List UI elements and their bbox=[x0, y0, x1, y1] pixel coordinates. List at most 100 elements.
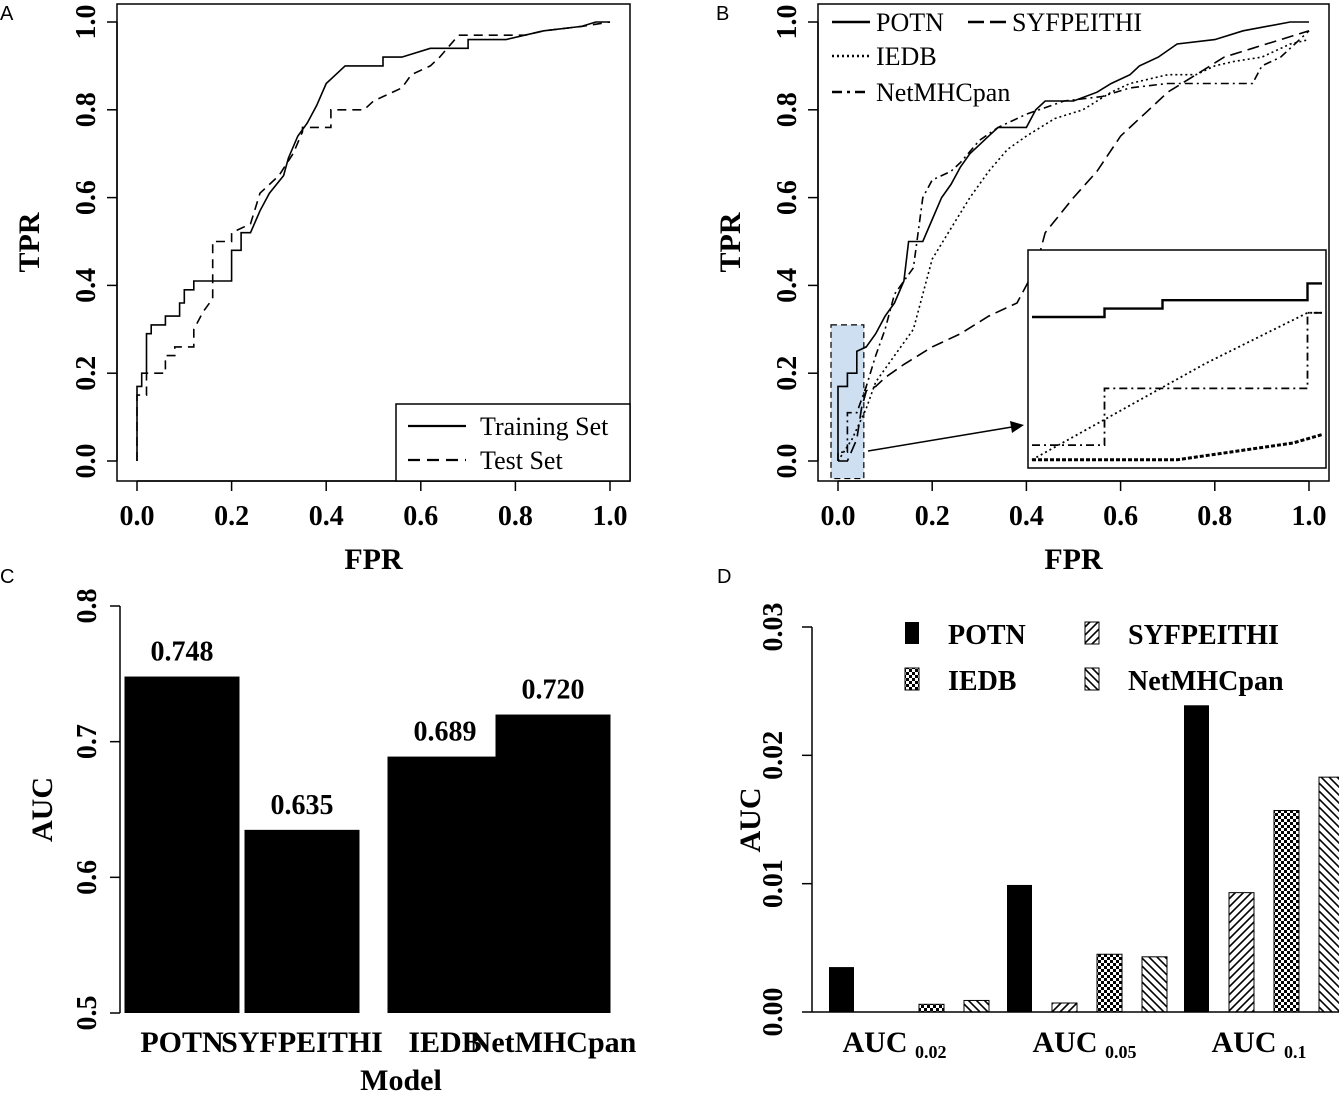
x-tick-label: 0.6 bbox=[403, 501, 438, 532]
x-category-subscript: 0.02 bbox=[915, 1042, 947, 1062]
bar-value-label: 0.720 bbox=[522, 675, 585, 706]
panel-letter-a: A bbox=[0, 3, 14, 25]
legend-label: NetMHCpan bbox=[876, 78, 1010, 107]
bar-syfpeithi bbox=[244, 829, 360, 1013]
bar-syfpeithi bbox=[1051, 1002, 1078, 1013]
legend-swatch-syfpeithi bbox=[1084, 621, 1100, 645]
panel-d-bar-chart: 0.00 0.01 0.02 0.03 AUC AUC 0.02 AUC 0.05 AUC 0.1 P… bbox=[734, 603, 1339, 1062]
panel-a-roc-chart: 0.0 0.2 0.4 0.6 0.8 1.0 0.0 0.2 0.4 0.6 0.8 1.0 FPR T… bbox=[13, 3, 631, 576]
legend-swatch-iedb bbox=[904, 667, 920, 691]
x-tick-label: 0.8 bbox=[498, 501, 533, 532]
x-category-label: AUC bbox=[843, 1026, 908, 1059]
legend-label: IEDB bbox=[948, 666, 1016, 697]
y-tick-label: 0.7 bbox=[72, 724, 103, 759]
x-tick-label: 1.0 bbox=[593, 501, 628, 532]
y-axis-title: TPR bbox=[13, 212, 46, 272]
bar-value-label: 0.635 bbox=[271, 790, 334, 821]
x-tick-label: 0.0 bbox=[821, 501, 856, 532]
bar-potn bbox=[829, 967, 854, 1012]
y-tick-label: 0.03 bbox=[758, 603, 789, 652]
panel-b-roc-chart: 0.0 0.2 0.4 0.6 0.8 1.0 0.0 0.2 0.4 0.6 0.8 1.0 FPR T… bbox=[714, 3, 1330, 576]
zoom-region-box bbox=[830, 324, 865, 480]
legend-box bbox=[395, 403, 631, 482]
zoom-curve-iedb bbox=[837, 407, 868, 462]
inset-curve-potn bbox=[1032, 282, 1322, 319]
bar-netmhcpan bbox=[1318, 776, 1339, 1013]
bar-iedb bbox=[1273, 810, 1300, 1013]
x-category-subscript: 0.1 bbox=[1284, 1042, 1307, 1062]
y-tick-label: 0.01 bbox=[758, 859, 789, 908]
panel-c-bar-chart: 0.5 0.6 0.7 0.8 AUC 0.748 POTN 0.635 SYFPEITHI 0.… bbox=[26, 589, 637, 1093]
y-tick-label: 0.8 bbox=[72, 589, 103, 624]
bar-potn bbox=[1184, 705, 1209, 1012]
panel-letter-d: D bbox=[717, 566, 731, 588]
y-tick-label: 0.4 bbox=[71, 268, 102, 303]
bar-netmhcpan bbox=[495, 714, 611, 1013]
legend-label: SYFPEITHI bbox=[1012, 8, 1142, 37]
x-axis-title: Model bbox=[360, 1064, 442, 1093]
legend-label: SYFPEITHI bbox=[1128, 620, 1279, 651]
roc-curve-test-set bbox=[136, 21, 611, 461]
bar-iedb bbox=[1096, 953, 1123, 1013]
x-tick-label: 0.0 bbox=[120, 501, 155, 532]
bar-netmhcpan bbox=[963, 999, 990, 1013]
y-axis-title: AUC bbox=[26, 777, 59, 842]
x-category-label: POTN bbox=[140, 1026, 224, 1059]
inset-curve-netmhcpan bbox=[1032, 311, 1322, 446]
y-tick-label: 0.00 bbox=[758, 988, 789, 1037]
x-category-label: IEDB bbox=[408, 1026, 481, 1059]
y-tick-label: 0.6 bbox=[71, 180, 102, 215]
y-tick-label: 0.8 bbox=[71, 92, 102, 127]
y-axis-title: AUC bbox=[734, 788, 767, 853]
panel-letter-c: C bbox=[0, 566, 14, 588]
y-tick-label: 0.6 bbox=[72, 860, 103, 895]
bar-value-label: 0.689 bbox=[414, 717, 477, 748]
bar-iedb bbox=[918, 1003, 945, 1013]
y-tick-label: 1.0 bbox=[71, 5, 102, 40]
y-tick-label: 0.0 bbox=[772, 444, 803, 479]
zoom-curve-syfpeithi bbox=[838, 390, 868, 462]
legend-label: Test Set bbox=[480, 446, 563, 475]
bar-potn bbox=[1007, 884, 1032, 1012]
y-tick-label: 0.5 bbox=[72, 996, 103, 1031]
legend-swatch-netmhcpan bbox=[1084, 667, 1100, 691]
zoom-curve-netmhcpan bbox=[837, 386, 868, 461]
x-axis-title: FPR bbox=[1044, 543, 1103, 576]
legend-label: POTN bbox=[948, 620, 1026, 651]
inset-curve-iedb bbox=[1031, 311, 1322, 461]
bar-value-label: 0.748 bbox=[151, 637, 214, 668]
legend-label: POTN bbox=[876, 8, 944, 37]
roc-curve-netmhcpan bbox=[837, 30, 1310, 461]
zoom-arrow-line bbox=[867, 426, 1013, 452]
zoom-arrow-head bbox=[1010, 421, 1024, 433]
y-tick-label: 0.0 bbox=[71, 444, 102, 479]
y-tick-label: 1.0 bbox=[772, 5, 803, 40]
x-tick-label: 0.4 bbox=[1009, 501, 1044, 532]
y-tick-label: 0.2 bbox=[71, 356, 102, 391]
panel-letter-b: B bbox=[716, 3, 729, 25]
y-tick-label: 0.6 bbox=[772, 180, 803, 215]
y-tick-label: 0.2 bbox=[772, 356, 803, 391]
inset-curve-syfpeithi bbox=[1032, 433, 1323, 462]
roc-curve-iedb bbox=[837, 38, 1310, 462]
y-tick-label: 0.02 bbox=[758, 731, 789, 780]
x-axis-title: FPR bbox=[344, 543, 403, 576]
x-category-label: NetMHCpan bbox=[470, 1026, 637, 1059]
x-category-label: AUC bbox=[1212, 1026, 1277, 1059]
x-tick-label: 1.0 bbox=[1292, 501, 1327, 532]
x-category-subscript: 0.05 bbox=[1105, 1042, 1137, 1062]
y-tick-label: 0.8 bbox=[772, 92, 803, 127]
x-category-label: AUC bbox=[1033, 1026, 1098, 1059]
x-category-label: SYFPEITHI bbox=[221, 1026, 383, 1059]
legend-label: Training Set bbox=[480, 412, 609, 441]
y-axis-title: TPR bbox=[714, 212, 747, 272]
roc-curve-training-set bbox=[136, 21, 610, 461]
bar-iedb bbox=[387, 756, 503, 1013]
zoom-curve-potn bbox=[837, 346, 867, 461]
bar-syfpeithi bbox=[1228, 892, 1255, 1013]
y-tick-label: 0.4 bbox=[772, 268, 803, 303]
bar-netmhcpan bbox=[1141, 956, 1168, 1013]
x-tick-label: 0.4 bbox=[309, 501, 344, 532]
inset-frame bbox=[1027, 249, 1327, 469]
